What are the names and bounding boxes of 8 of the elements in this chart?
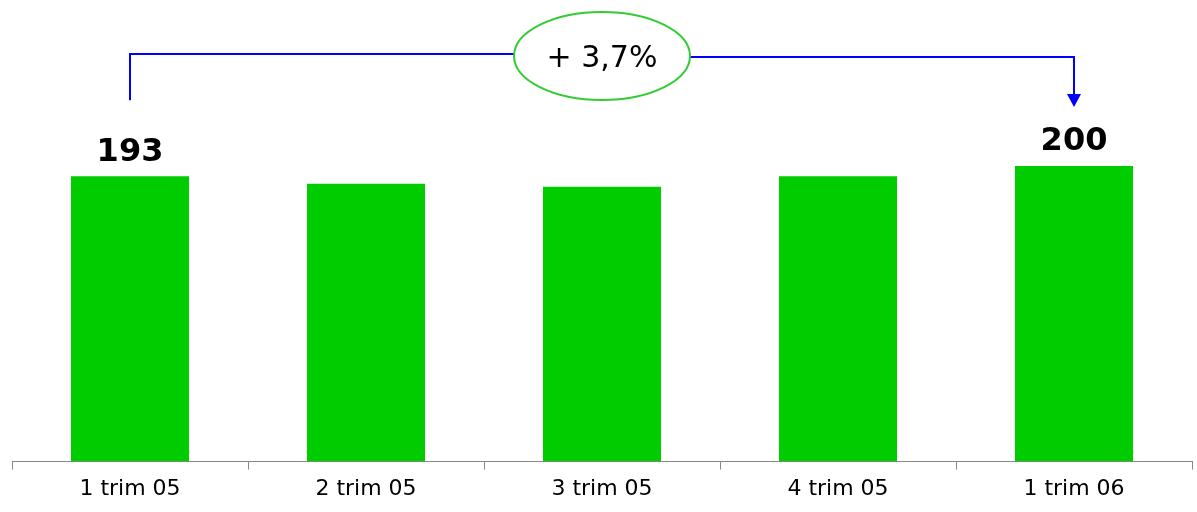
data-label: 193 [96, 130, 164, 169]
x-tick-label: 2 trim 05 [315, 474, 417, 500]
text: + 3,7% [546, 38, 658, 74]
x-tick-label: 3 trim 05 [551, 474, 653, 500]
x-tick-label: 1 trim 06 [1023, 474, 1125, 500]
x-tick-label: 4 trim 05 [787, 474, 889, 500]
x-tick-label: 1 trim 05 [79, 474, 181, 500]
data-label: 200 [1040, 120, 1108, 159]
